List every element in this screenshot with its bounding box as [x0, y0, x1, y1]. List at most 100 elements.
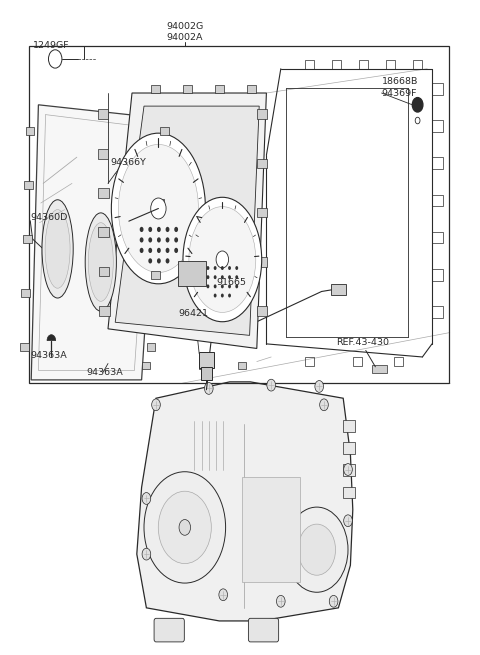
Text: 94363A: 94363A	[86, 367, 123, 377]
Circle shape	[286, 507, 348, 592]
Bar	[432, 306, 443, 318]
Bar	[343, 464, 355, 476]
Bar	[331, 284, 346, 295]
Circle shape	[144, 472, 226, 583]
Circle shape	[206, 284, 209, 288]
Circle shape	[166, 227, 169, 232]
Bar	[183, 85, 192, 93]
Circle shape	[235, 284, 238, 288]
Bar	[343, 487, 355, 498]
Circle shape	[204, 383, 213, 394]
Circle shape	[329, 595, 338, 607]
Circle shape	[148, 248, 152, 253]
Bar	[146, 343, 155, 351]
Bar	[178, 261, 206, 286]
Bar	[432, 121, 443, 132]
Circle shape	[166, 248, 169, 253]
Bar	[432, 157, 443, 169]
Circle shape	[179, 519, 191, 535]
Circle shape	[228, 266, 231, 270]
Bar	[151, 271, 160, 279]
Bar	[29, 46, 449, 383]
Circle shape	[140, 227, 144, 232]
Bar	[23, 235, 32, 243]
Bar	[20, 343, 29, 351]
Bar	[353, 357, 362, 366]
Circle shape	[174, 237, 178, 242]
Polygon shape	[137, 382, 353, 621]
Bar	[257, 257, 267, 267]
Ellipse shape	[45, 210, 70, 288]
Circle shape	[216, 251, 228, 268]
Circle shape	[142, 493, 151, 504]
Circle shape	[157, 237, 161, 242]
Bar	[386, 60, 396, 69]
Bar	[372, 365, 387, 373]
Circle shape	[140, 248, 144, 253]
Text: 94366Y: 94366Y	[110, 158, 146, 167]
Circle shape	[228, 293, 231, 297]
Ellipse shape	[119, 145, 198, 272]
Circle shape	[157, 227, 161, 232]
Bar	[343, 420, 355, 432]
Text: 94363A: 94363A	[30, 350, 67, 360]
Text: 94369F: 94369F	[382, 88, 417, 98]
Circle shape	[235, 275, 238, 279]
Text: 1249GF: 1249GF	[33, 41, 69, 50]
Bar	[343, 442, 355, 454]
Ellipse shape	[85, 213, 117, 311]
Ellipse shape	[88, 223, 113, 301]
Text: 94360D: 94360D	[30, 213, 68, 222]
Circle shape	[166, 237, 169, 242]
Bar	[151, 85, 160, 93]
Bar	[199, 362, 208, 369]
Circle shape	[157, 248, 161, 253]
Circle shape	[214, 284, 216, 288]
Circle shape	[166, 258, 169, 263]
Text: REF.43-430: REF.43-430	[336, 338, 389, 347]
Bar	[413, 60, 422, 69]
Bar	[257, 159, 267, 168]
Polygon shape	[115, 106, 259, 335]
Text: 96421: 96421	[179, 309, 208, 318]
Circle shape	[148, 258, 152, 263]
Circle shape	[267, 379, 276, 391]
Bar	[394, 357, 403, 366]
Bar	[98, 149, 108, 159]
Bar	[242, 477, 300, 582]
Wedge shape	[47, 335, 56, 341]
Bar	[98, 227, 109, 237]
Circle shape	[206, 275, 209, 279]
Circle shape	[214, 275, 216, 279]
Circle shape	[148, 237, 152, 242]
Bar	[24, 181, 33, 189]
Circle shape	[221, 293, 224, 297]
Bar	[99, 306, 109, 316]
FancyBboxPatch shape	[154, 618, 184, 642]
Circle shape	[221, 266, 224, 270]
Circle shape	[174, 248, 178, 253]
Circle shape	[228, 284, 231, 288]
Circle shape	[157, 258, 161, 263]
Circle shape	[315, 381, 324, 392]
Bar	[22, 290, 30, 297]
Bar	[238, 362, 246, 369]
Circle shape	[298, 524, 336, 575]
Circle shape	[221, 275, 224, 279]
Bar	[98, 188, 109, 198]
Ellipse shape	[189, 206, 256, 312]
Circle shape	[320, 399, 328, 411]
Ellipse shape	[111, 133, 205, 284]
Circle shape	[214, 293, 216, 297]
Bar	[97, 109, 108, 119]
Ellipse shape	[183, 197, 262, 322]
Text: 94002A: 94002A	[167, 33, 203, 42]
Circle shape	[174, 227, 178, 232]
Circle shape	[228, 275, 231, 279]
Bar	[257, 208, 267, 217]
Bar	[99, 267, 109, 276]
Circle shape	[214, 266, 216, 270]
FancyBboxPatch shape	[249, 618, 278, 642]
Circle shape	[412, 98, 423, 112]
Circle shape	[158, 491, 211, 563]
